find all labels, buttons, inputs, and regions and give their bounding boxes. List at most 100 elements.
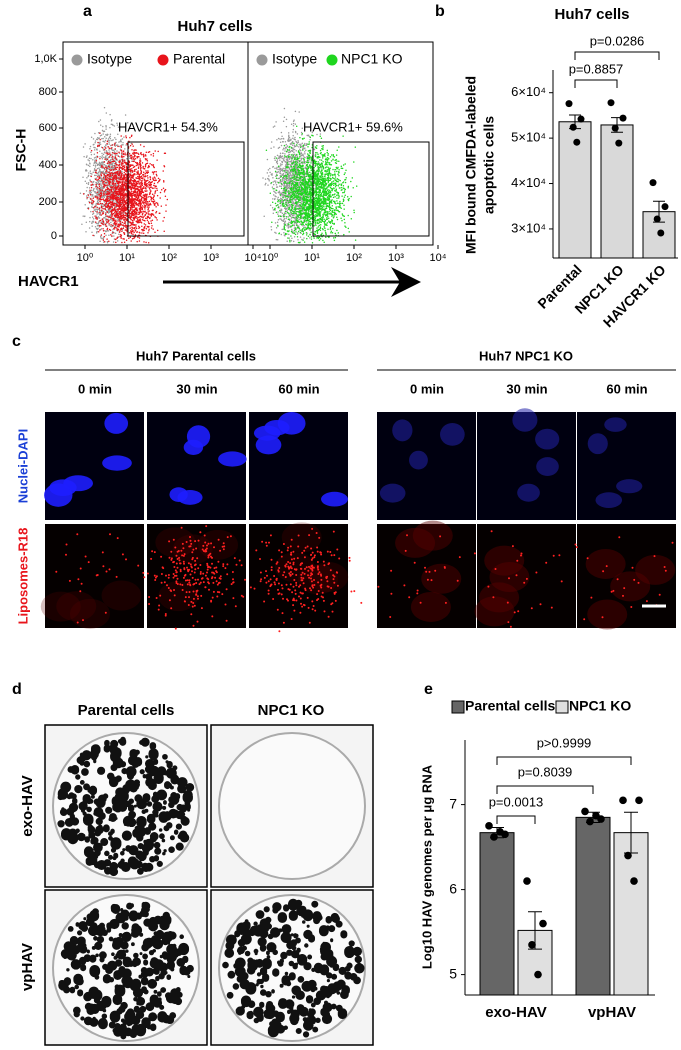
bar (600, 124, 634, 259)
nucleus (616, 479, 643, 494)
event-cloud (82, 132, 169, 244)
gate-label: HAVCR1+ 54.3% (118, 119, 218, 134)
haze (585, 548, 626, 579)
haze (635, 554, 676, 585)
y-tick-label: 200 (39, 196, 57, 208)
significance-bracket (574, 79, 618, 88)
data-point (661, 203, 669, 211)
column-label: NPC1 KO (258, 702, 325, 719)
nucleus (379, 483, 406, 503)
time-label: 30 min (176, 381, 217, 396)
haze (474, 596, 515, 627)
data-point (577, 115, 585, 123)
plaques (57, 736, 195, 877)
liposome-dots (574, 536, 674, 621)
data-point (615, 139, 623, 147)
liposome-dots (55, 533, 128, 624)
nucleus (536, 457, 559, 476)
liposome-dots (137, 525, 245, 630)
legend-label: NPC1 KO (569, 698, 631, 714)
x-tick-label: 10³ (388, 252, 404, 264)
p-value: p=0.8857 (569, 61, 624, 76)
x-tick-label: vpHAV (588, 1004, 636, 1021)
nucleus (440, 423, 465, 446)
group-title: Huh7 Parental cells (136, 348, 256, 363)
chart-title: Huh7 cells (554, 6, 629, 23)
nucleus (409, 450, 428, 470)
significance-bracket (574, 51, 660, 60)
nucleus (392, 419, 413, 442)
x-tick-label: exo-HAV (485, 1004, 546, 1021)
micrograph (577, 412, 676, 520)
data-point (624, 851, 632, 860)
bar (479, 832, 515, 996)
x-tick-label: 10⁰ (77, 252, 94, 264)
y-tick-label: 7 (449, 795, 457, 811)
x-tick-label: 10⁴ (430, 252, 447, 264)
p-value: p=0.8039 (518, 764, 573, 779)
liposome-dots (487, 530, 563, 628)
p-value: p=0.0286 (590, 33, 645, 48)
y-axis-label: Log10 HAV genomes per μg RNA (419, 764, 434, 969)
data-point (581, 807, 589, 816)
data-point (607, 99, 615, 107)
x-tick-label: 10¹ (119, 252, 135, 264)
haze (484, 545, 525, 576)
haze (610, 571, 651, 602)
haze (198, 529, 239, 560)
panel-label: d (12, 681, 22, 698)
data-point (619, 114, 627, 122)
nucleus (183, 439, 204, 455)
haze (101, 580, 142, 611)
nucleus (44, 483, 73, 507)
nucleus (535, 428, 560, 450)
legend-label: Isotype (87, 51, 132, 67)
time-label: 60 min (606, 381, 647, 396)
data-point (653, 215, 661, 223)
legend-label: Parental (173, 51, 225, 67)
plate (218, 732, 366, 880)
p-value: p>0.9999 (537, 735, 592, 750)
time-label: 0 min (78, 381, 112, 396)
haze (410, 591, 451, 622)
nucleus (587, 433, 608, 455)
data-point (523, 877, 531, 885)
data-point (611, 124, 619, 132)
haze (40, 591, 81, 622)
p-value: p=0.0013 (489, 794, 544, 809)
plaques (222, 898, 365, 1038)
plaques (58, 901, 194, 1040)
nucleus (595, 492, 623, 508)
panel-label: e (424, 681, 433, 698)
haze (155, 527, 196, 558)
haze (489, 561, 530, 592)
gate (127, 141, 245, 237)
micrograph (249, 524, 348, 628)
data-point (485, 822, 493, 830)
y-axis-label: apoptotic cells (481, 116, 497, 214)
bar (575, 816, 611, 996)
gate-label: HAVCR1+ 59.6% (303, 119, 403, 134)
nucleus (604, 417, 627, 432)
nucleus (102, 455, 132, 471)
nucleus (255, 435, 282, 455)
haze (69, 598, 110, 629)
nucleus (63, 475, 93, 492)
haze (587, 599, 628, 630)
significance-bracket (496, 815, 536, 824)
legend-dot (157, 54, 169, 66)
y-tick-label: 3×10⁴ (511, 220, 546, 235)
data-point (649, 179, 657, 187)
x-tick-label: 10¹ (304, 252, 320, 264)
row-label: Liposomes-R18 (15, 528, 30, 625)
y-tick-label: 600 (39, 122, 57, 134)
legend-label: Parental cells (465, 698, 555, 714)
y-tick-label: 4×10⁴ (511, 175, 546, 190)
data-point (534, 970, 542, 979)
y-tick-label: 1,0K (34, 53, 57, 65)
time-label: 60 min (278, 381, 319, 396)
y-tick-label: 5 (449, 965, 457, 981)
haze (281, 522, 322, 553)
micrograph (147, 524, 246, 628)
y-tick-label: 800 (39, 86, 57, 98)
